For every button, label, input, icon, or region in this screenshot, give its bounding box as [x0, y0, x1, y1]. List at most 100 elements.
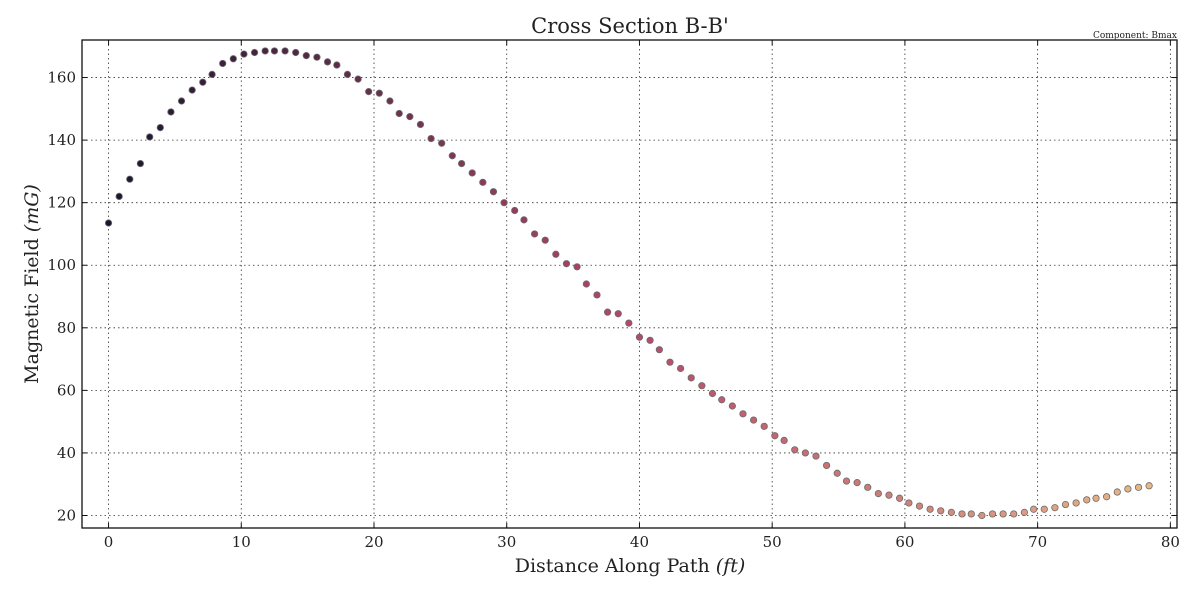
- y-axis-label-text: Magnetic Field: [21, 232, 43, 384]
- data-point: [1010, 510, 1018, 518]
- y-tick-label: 40: [57, 444, 76, 462]
- data-point: [926, 505, 934, 513]
- data-point: [812, 452, 820, 460]
- data-point: [760, 422, 768, 430]
- data-point: [448, 152, 456, 160]
- data-point: [395, 109, 403, 118]
- grid-lines: [82, 40, 1177, 528]
- data-point: [457, 159, 466, 168]
- data-point: [427, 134, 435, 143]
- data-point: [261, 47, 269, 55]
- data-point: [885, 491, 893, 499]
- data-point: [958, 510, 966, 518]
- data-point: [302, 52, 310, 60]
- data-point: [270, 47, 279, 55]
- data-point: [593, 291, 601, 299]
- data-point: [905, 499, 913, 507]
- x-axis-label-text: Distance Along Path: [515, 555, 716, 577]
- y-tick-label: 140: [47, 131, 76, 149]
- data-point: [915, 502, 924, 510]
- data-point: [853, 479, 861, 487]
- data-point: [323, 58, 332, 66]
- data-point: [552, 250, 560, 258]
- x-tick-label: 30: [497, 533, 516, 551]
- data-point: [582, 280, 590, 288]
- data-point: [562, 260, 571, 268]
- x-axis-label: Distance Along Path (ft): [515, 555, 746, 577]
- component-note: Component: Bmax: [1093, 31, 1177, 41]
- data-point: [240, 50, 248, 58]
- data-point: [646, 336, 654, 344]
- y-tick-label: 160: [47, 69, 76, 87]
- data-point: [988, 510, 997, 518]
- data-point: [801, 449, 809, 457]
- data-point: [520, 216, 528, 224]
- data-point: [313, 53, 321, 61]
- data-point: [530, 230, 539, 238]
- data-point: [895, 494, 904, 502]
- data-point: [937, 507, 945, 515]
- data-point: [1040, 505, 1048, 513]
- data-point: [676, 364, 685, 373]
- data-point: [167, 108, 175, 116]
- data-point: [791, 446, 799, 454]
- data-point: [343, 70, 352, 79]
- chart-title: Cross Section B-B': [531, 14, 729, 38]
- y-axis-label: Magnetic Field (mG): [21, 184, 43, 384]
- data-point: [406, 113, 414, 121]
- data-point: [541, 236, 549, 244]
- data-point: [104, 219, 113, 227]
- data-point: [229, 55, 237, 63]
- plot-frame: [81, 39, 1178, 529]
- data-point: [1020, 508, 1028, 516]
- y-tick-label: 80: [57, 319, 76, 337]
- data-point: [281, 47, 289, 55]
- data-point: [967, 510, 975, 518]
- data-point: [1145, 482, 1153, 490]
- data-point: [635, 333, 644, 341]
- y-tick-labels: 20 40 60 80 100 120 140 160: [47, 69, 76, 525]
- data-point: [365, 88, 373, 96]
- x-tick-label: 0: [104, 533, 114, 551]
- x-tick-label: 20: [364, 533, 383, 551]
- y-tick-label: 120: [47, 194, 76, 212]
- data-point: [386, 97, 394, 105]
- data-point: [1072, 499, 1080, 507]
- data-point: [1061, 500, 1070, 509]
- y-axis-label-unit: (mG): [21, 184, 43, 232]
- x-tick-label: 10: [232, 533, 251, 551]
- data-point: [1113, 488, 1121, 496]
- data-point: [199, 78, 207, 86]
- data-point: [438, 139, 446, 147]
- data-point: [479, 178, 487, 186]
- axis-ticks: [82, 40, 1177, 528]
- x-tick-label: 40: [630, 533, 649, 551]
- data-point: [833, 469, 841, 477]
- data-point: [292, 48, 300, 57]
- data-point: [614, 310, 622, 318]
- data-point: [500, 199, 508, 207]
- y-tick-label: 100: [47, 256, 76, 274]
- data-point: [739, 410, 747, 418]
- data-point: [718, 396, 726, 404]
- data-point: [1092, 494, 1100, 502]
- data-point: [136, 159, 144, 168]
- data-point: [687, 374, 695, 382]
- data-point: [219, 59, 227, 68]
- data-point: [1134, 483, 1143, 491]
- data-point: [625, 319, 633, 327]
- y-tick-label: 60: [57, 381, 76, 399]
- data-point: [874, 489, 882, 498]
- x-tick-label: 50: [763, 533, 782, 551]
- data-point: [115, 192, 123, 201]
- data-point: [780, 436, 788, 445]
- y-tick-label: 20: [57, 506, 76, 524]
- data-point: [1051, 504, 1059, 512]
- data-points: [104, 47, 1153, 520]
- x-tick-label: 80: [1161, 533, 1180, 551]
- data-point: [749, 416, 758, 424]
- x-tick-labels: 0 10 20 30 40 50 60 70 80: [104, 533, 1180, 551]
- data-point: [511, 206, 519, 215]
- data-point: [156, 123, 164, 132]
